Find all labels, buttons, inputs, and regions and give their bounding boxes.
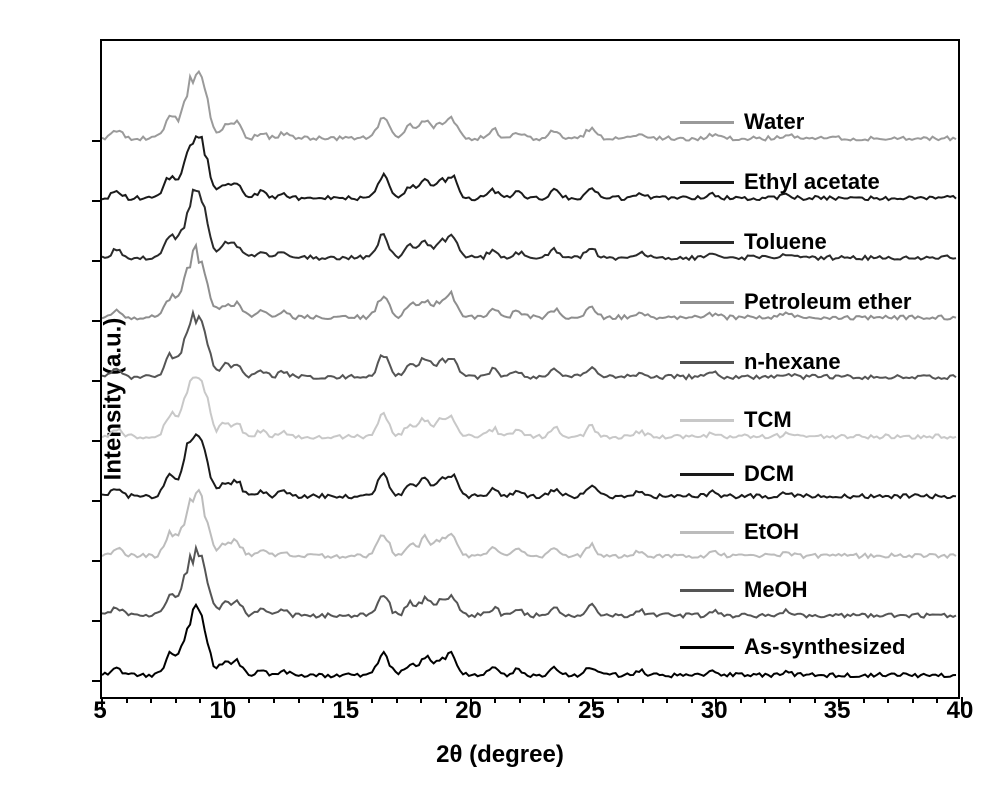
legend-entry: MeOH — [680, 577, 808, 603]
legend-label: TCM — [744, 407, 792, 433]
x-minor-tick — [322, 697, 324, 703]
x-minor-tick — [445, 697, 447, 703]
x-minor-tick — [617, 697, 619, 703]
y-tick-mark — [92, 140, 102, 142]
x-tick-label: 40 — [947, 697, 974, 725]
x-minor-tick — [666, 697, 668, 703]
legend-line-swatch — [680, 241, 734, 244]
x-tick-label: 15 — [332, 697, 359, 725]
legend-line-swatch — [680, 589, 734, 592]
y-tick-mark — [92, 200, 102, 202]
y-tick-mark — [92, 560, 102, 562]
x-minor-tick — [199, 697, 201, 703]
y-tick-mark — [92, 320, 102, 322]
y-tick-mark — [92, 500, 102, 502]
legend-label: Ethyl acetate — [744, 169, 880, 195]
x-tick-label: 5 — [93, 697, 106, 725]
xrd-trace — [102, 72, 956, 141]
x-minor-tick — [568, 697, 570, 703]
legend-line-swatch — [680, 531, 734, 534]
legend-label: MeOH — [744, 577, 808, 603]
x-minor-tick — [863, 697, 865, 703]
x-minor-tick — [396, 697, 398, 703]
legend-label: Toluene — [744, 229, 827, 255]
x-minor-tick — [764, 697, 766, 703]
xrd-trace — [102, 377, 956, 438]
legend-label: As-synthesized — [744, 634, 905, 660]
y-tick-mark — [92, 680, 102, 682]
x-minor-tick — [642, 697, 644, 703]
xrd-chart: Intensity (a.u.) 2θ (degree) 51015202530… — [20, 19, 980, 779]
xrd-trace — [102, 434, 956, 498]
y-tick-mark — [92, 620, 102, 622]
x-axis-label: 2θ (degree) — [436, 741, 564, 769]
y-tick-mark — [92, 260, 102, 262]
x-minor-tick — [887, 697, 889, 703]
xrd-trace — [102, 190, 956, 260]
x-minor-tick — [691, 697, 693, 703]
x-minor-tick — [248, 697, 250, 703]
x-tick-label: 35 — [824, 697, 851, 725]
legend-entry: Water — [680, 109, 804, 135]
x-minor-tick — [175, 697, 177, 703]
x-minor-tick — [912, 697, 914, 703]
legend-entry: DCM — [680, 461, 794, 487]
legend-entry: Ethyl acetate — [680, 169, 880, 195]
legend-entry: n-hexane — [680, 349, 841, 375]
x-minor-tick — [371, 697, 373, 703]
legend-label: Water — [744, 109, 804, 135]
legend-entry: TCM — [680, 407, 792, 433]
legend-line-swatch — [680, 646, 734, 649]
legend-line-swatch — [680, 301, 734, 304]
x-tick-label: 20 — [455, 697, 482, 725]
legend-line-swatch — [680, 361, 734, 364]
x-tick-label: 30 — [701, 697, 728, 725]
legend-label: n-hexane — [744, 349, 841, 375]
legend-entry: Toluene — [680, 229, 827, 255]
legend-line-swatch — [680, 181, 734, 184]
xrd-trace — [102, 548, 956, 618]
legend-line-swatch — [680, 121, 734, 124]
x-minor-tick — [543, 697, 545, 703]
y-tick-mark — [92, 440, 102, 442]
x-minor-tick — [298, 697, 300, 703]
legend-entry: Petroleum ether — [680, 289, 912, 315]
legend-entry: As-synthesized — [680, 634, 905, 660]
x-minor-tick — [814, 697, 816, 703]
x-minor-tick — [126, 697, 128, 703]
legend-line-swatch — [680, 419, 734, 422]
y-tick-mark — [92, 380, 102, 382]
legend-label: EtOH — [744, 519, 799, 545]
x-minor-tick — [420, 697, 422, 703]
x-minor-tick — [494, 697, 496, 703]
x-minor-tick — [519, 697, 521, 703]
legend-entry: EtOH — [680, 519, 799, 545]
legend-line-swatch — [680, 473, 734, 476]
x-minor-tick — [740, 697, 742, 703]
xrd-trace — [102, 490, 956, 558]
x-minor-tick — [789, 697, 791, 703]
x-minor-tick — [150, 697, 152, 703]
legend-label: Petroleum ether — [744, 289, 912, 315]
x-minor-tick — [936, 697, 938, 703]
x-minor-tick — [273, 697, 275, 703]
legend-label: DCM — [744, 461, 794, 487]
x-tick-label: 10 — [209, 697, 236, 725]
x-tick-label: 25 — [578, 697, 605, 725]
